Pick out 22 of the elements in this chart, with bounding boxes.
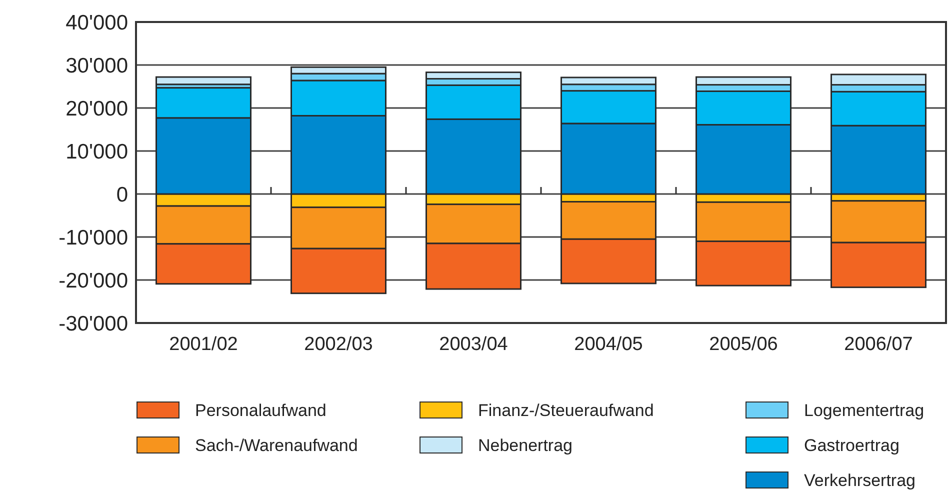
y-tick-label: -10'000 bbox=[58, 226, 128, 250]
legend-label: Verkehrsertrag bbox=[804, 470, 916, 490]
y-tick-label: 10'000 bbox=[66, 140, 128, 164]
x-tick-label: 2005/06 bbox=[709, 334, 778, 355]
legend-label: Personalaufwand bbox=[195, 400, 326, 420]
legend-label: Logementertrag bbox=[804, 400, 924, 420]
y-tick-label: -20'000 bbox=[58, 269, 128, 292]
y-tick-label: 20'000 bbox=[66, 97, 128, 120]
y-tick-label: 0 bbox=[116, 183, 128, 206]
legend-label: Gastroertrag bbox=[804, 436, 900, 455]
bar bbox=[156, 76, 252, 86]
y-tick-label: -30'000 bbox=[58, 312, 128, 336]
x-tick-label: 2002/03 bbox=[304, 334, 373, 355]
legend-label: Sach-/Warenaufwand bbox=[195, 436, 358, 455]
legend-label: Nebenertrag bbox=[478, 436, 573, 455]
y-tick-label: 40'000 bbox=[66, 11, 128, 34]
y-tick-label: 30'000 bbox=[66, 54, 128, 78]
x-tick-label: 2003/04 bbox=[439, 334, 508, 355]
legend-label: Finanz-/Steueraufwand bbox=[478, 400, 654, 420]
x-tick-label: 2004/05 bbox=[574, 334, 643, 355]
x-tick-label: 2001/02 bbox=[169, 334, 238, 355]
x-tick-label: 2006/07 bbox=[844, 334, 913, 355]
